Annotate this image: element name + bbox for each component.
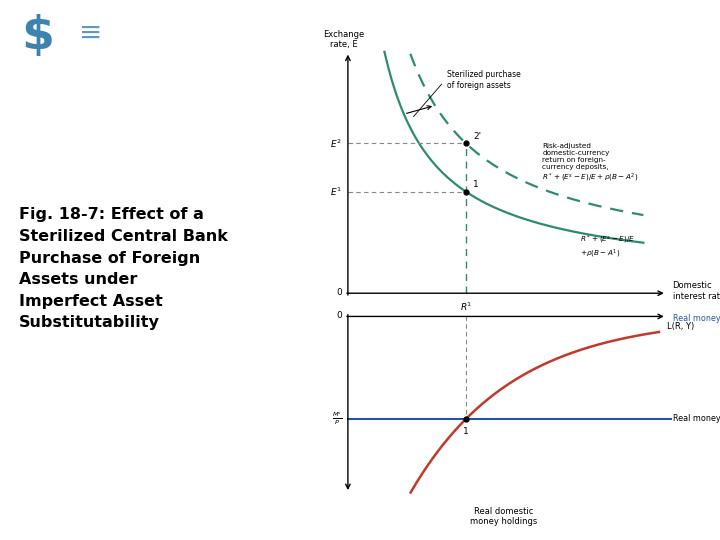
Text: Risk-adjusted
domestic-currency
return on foreign-
currency deposits,
$R^* + (E^: Risk-adjusted domestic-currency return o… <box>542 143 639 184</box>
Text: Real money supply: Real money supply <box>672 414 720 423</box>
Text: 1: 1 <box>463 427 469 436</box>
Text: Sterilized purchase
of foreign assets: Sterilized purchase of foreign assets <box>447 70 521 90</box>
Text: 0: 0 <box>336 311 342 320</box>
Text: $R^1$: $R^1$ <box>460 300 472 313</box>
Text: Fig. 18-7: Effect of a
Sterilized Central Bank
Purchase of Foreign
Assets under
: Fig. 18-7: Effect of a Sterilized Centra… <box>19 207 228 330</box>
Text: $E^1$: $E^1$ <box>330 186 342 198</box>
Text: 0: 0 <box>336 288 342 297</box>
Text: ≡: ≡ <box>79 19 102 47</box>
Text: $\frac{M^s}{P}$: $\frac{M^s}{P}$ <box>332 410 342 427</box>
Text: 1: 1 <box>473 180 479 190</box>
Text: Domestic
interest rate, R: Domestic interest rate, R <box>672 281 720 301</box>
Text: Real money supply: Real money supply <box>672 314 720 323</box>
Text: Copyright ©2015 Pearson Education, Inc. All rights reserved.: Copyright ©2015 Pearson Education, Inc. … <box>9 521 285 530</box>
Text: $R^* + (E^s - E)/E$
$+ \rho(B - A^1)$: $R^* + (E^s - E)/E$ $+ \rho(B - A^1)$ <box>580 234 635 260</box>
Text: Real domestic
money holdings: Real domestic money holdings <box>469 507 537 526</box>
Text: L(R, Y): L(R, Y) <box>667 322 694 330</box>
Text: $: $ <box>22 14 54 59</box>
Text: $E^2$: $E^2$ <box>330 137 342 150</box>
Text: Exchange
rate, E: Exchange rate, E <box>323 30 364 50</box>
Text: 18-38: 18-38 <box>685 521 711 530</box>
Text: 2': 2' <box>473 132 481 141</box>
